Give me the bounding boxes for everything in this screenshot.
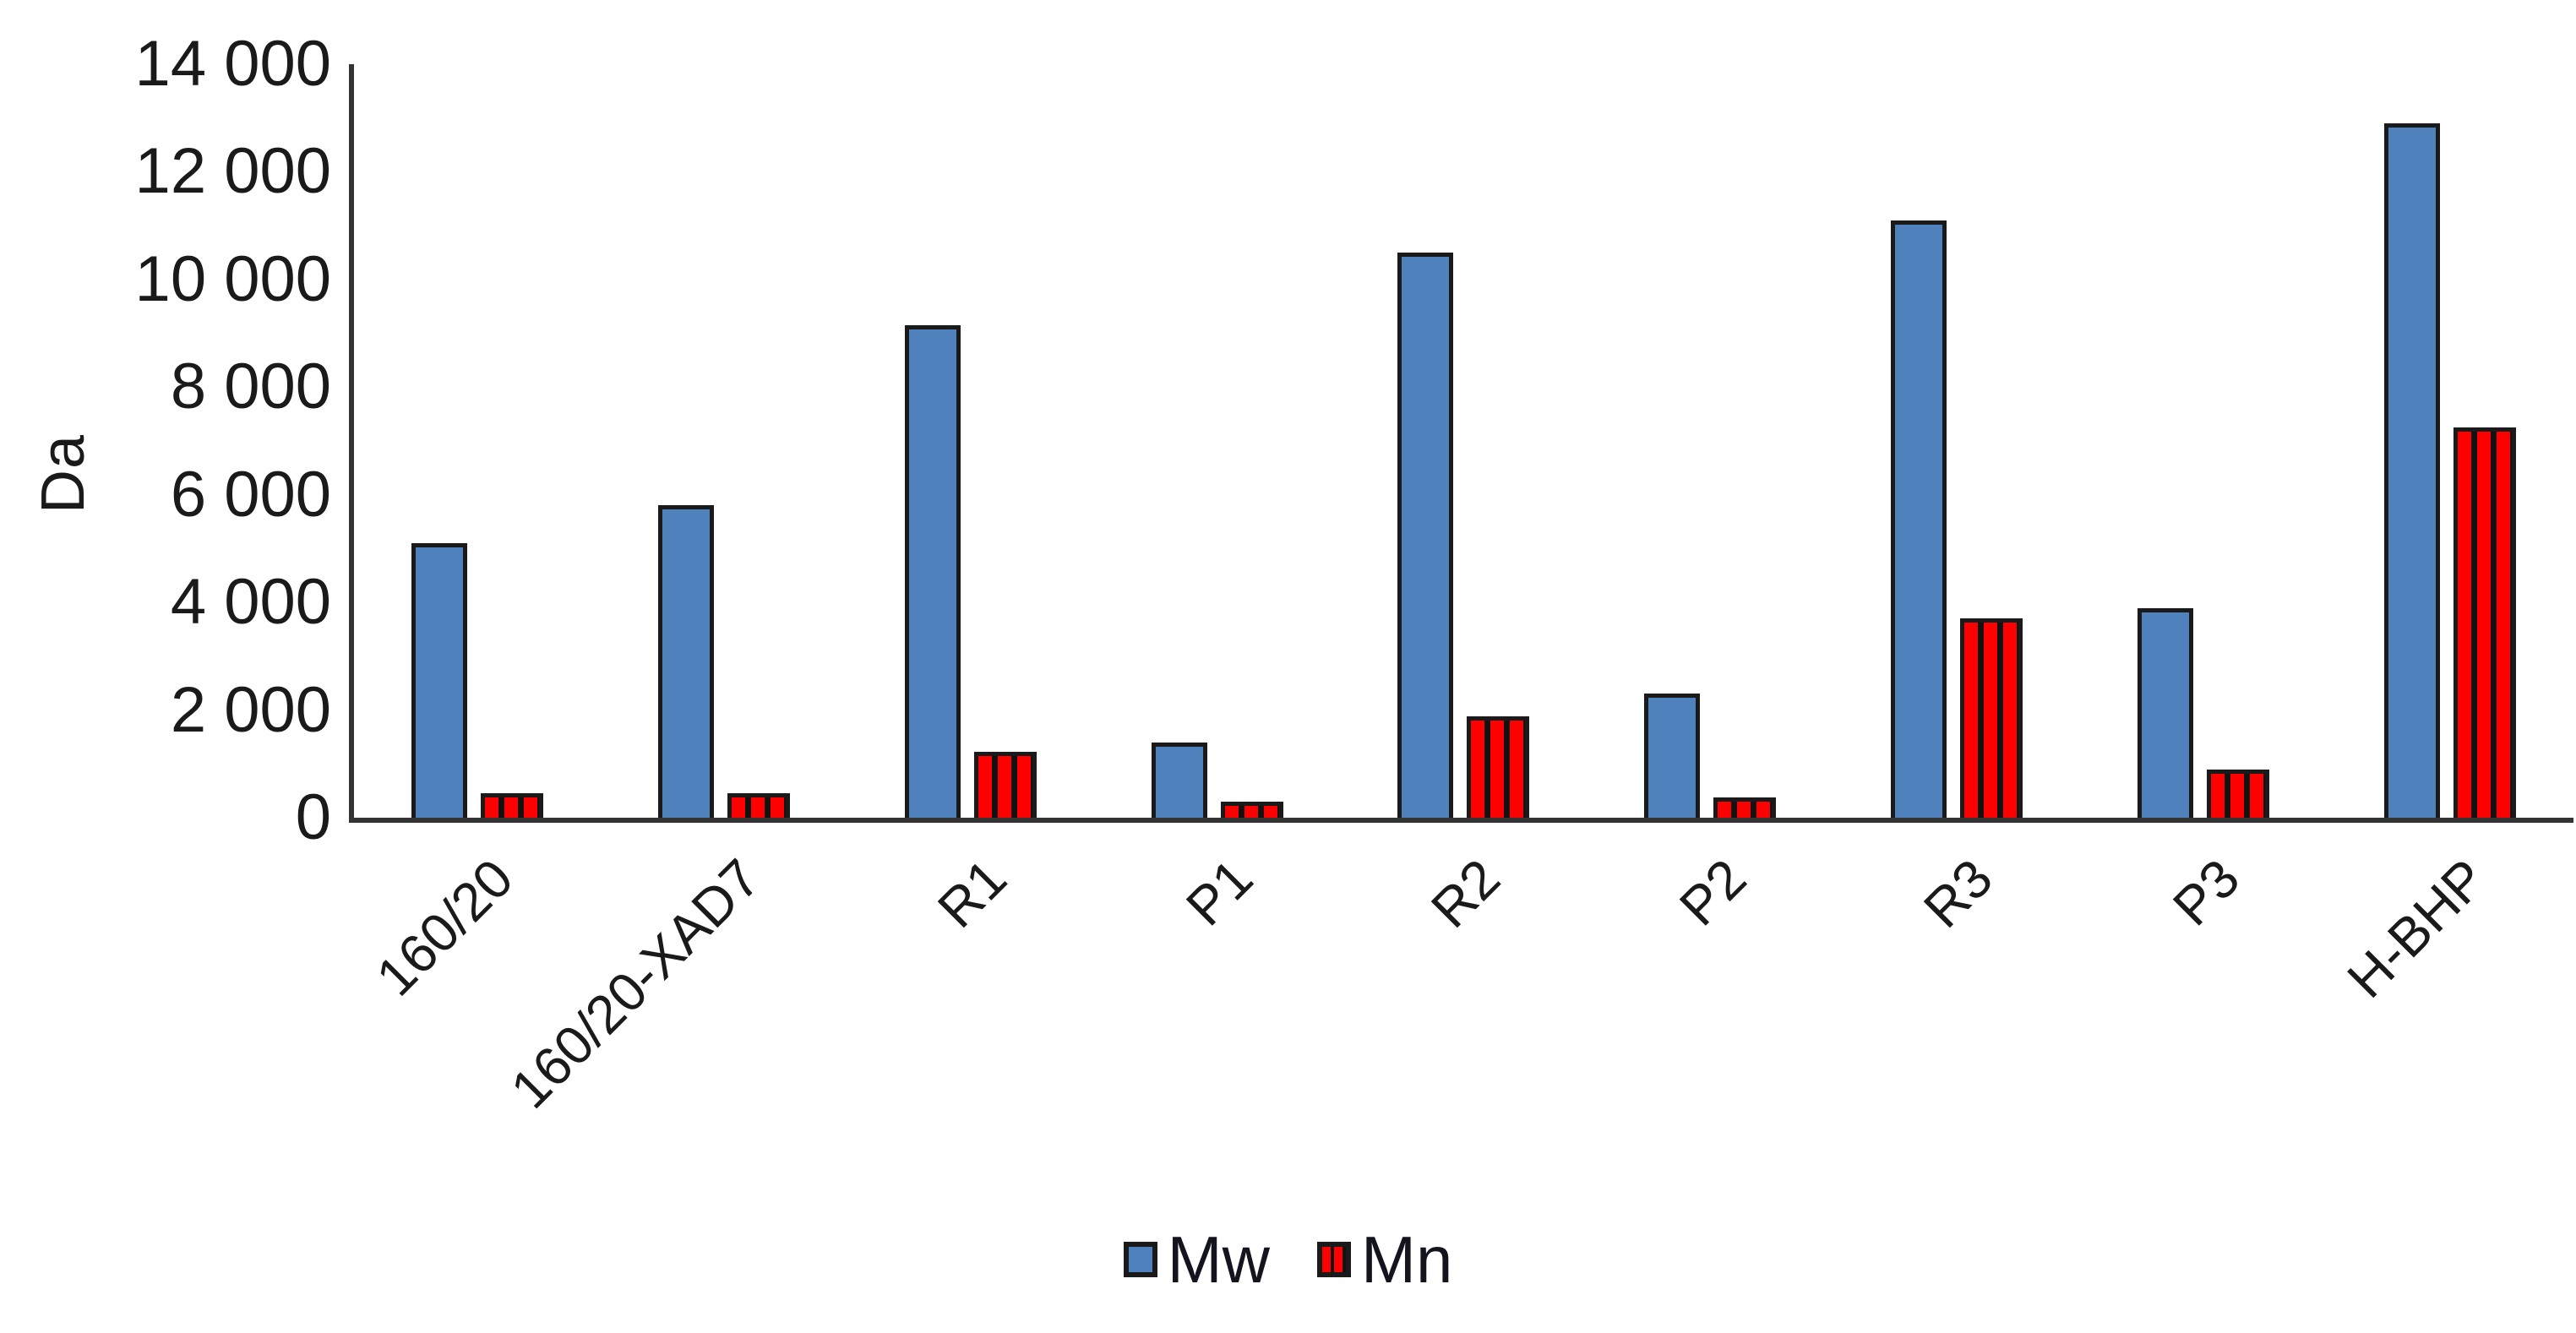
bar-group-H-BHP [2327, 64, 2573, 818]
x-axis-label-P1: P1 [1174, 847, 1265, 938]
y-tick-label: 8 000 [170, 351, 331, 422]
mw-bar-P1 [1151, 743, 1207, 818]
bar-group-P2 [1587, 64, 1833, 818]
mn-bar-P1 [1220, 802, 1283, 818]
y-tick-label: 12 000 [134, 135, 331, 207]
plot-area [349, 64, 2573, 823]
mn-bar-160/20-XAD7 [727, 793, 790, 818]
y-tick-label: 4 000 [170, 566, 331, 638]
mw-bar-P2 [1644, 694, 1701, 818]
x-axis-label-160/20-XAD7: 160/20-XAD7 [498, 847, 771, 1120]
bar-group-R1 [847, 64, 1094, 818]
bar-group-P3 [2080, 64, 2327, 818]
y-tick-label: 2 000 [170, 674, 331, 746]
bar-group-160/20-XAD7 [601, 64, 847, 818]
mw-bar-160/20 [411, 543, 467, 818]
bar-group-R2 [1341, 64, 1588, 818]
x-axis-label-R3: R3 [1912, 847, 2005, 939]
mn-bar-R1 [973, 752, 1037, 818]
mn-bar-R2 [1467, 716, 1530, 818]
mw-bar-P3 [2138, 608, 2194, 818]
bar-group-160/20 [354, 64, 601, 818]
bar-group-R3 [1833, 64, 2080, 818]
mw-bar-160/20-XAD7 [657, 505, 714, 818]
y-tick-label: 0 [295, 781, 331, 853]
y-tick-label: 14 000 [134, 28, 331, 100]
x-axis-label-160/20: 160/20 [364, 847, 526, 1008]
legend-label-Mn: Mn [1360, 1222, 1453, 1297]
x-axis-label-H-BHP: H-BHP [2335, 847, 2498, 1009]
mw-bar-R3 [1891, 220, 1947, 818]
y-tick-label: 10 000 [134, 243, 331, 315]
mn-bar-160/20 [480, 793, 543, 818]
x-axis-label-P3: P3 [2160, 847, 2252, 938]
mn-bar-R3 [1960, 618, 2023, 818]
mn-bar-P2 [1713, 797, 1777, 818]
legend: Mw Mn [0, 1227, 2576, 1292]
legend-item-Mn: Mn [1316, 1222, 1453, 1297]
x-axis-label-R2: R2 [1419, 847, 1511, 939]
x-axis-label-P2: P2 [1668, 847, 1758, 938]
legend-item-Mw: Mw [1123, 1222, 1270, 1297]
y-tick-label: 6 000 [170, 459, 331, 530]
mw-bar-R2 [1397, 253, 1454, 818]
legend-swatch-Mn [1316, 1242, 1351, 1277]
legend-swatch-Mw [1123, 1242, 1157, 1277]
mw-bar-H-BHP [2384, 123, 2441, 818]
bar-group-P1 [1094, 64, 1341, 818]
legend-label-Mw: Mw [1167, 1222, 1270, 1297]
mn-bar-H-BHP [2453, 427, 2517, 818]
mw-bar-R1 [904, 325, 961, 818]
x-axis-label-R1: R1 [926, 847, 1018, 939]
mn-bar-P3 [2207, 770, 2270, 818]
bar-groups [354, 64, 2573, 818]
